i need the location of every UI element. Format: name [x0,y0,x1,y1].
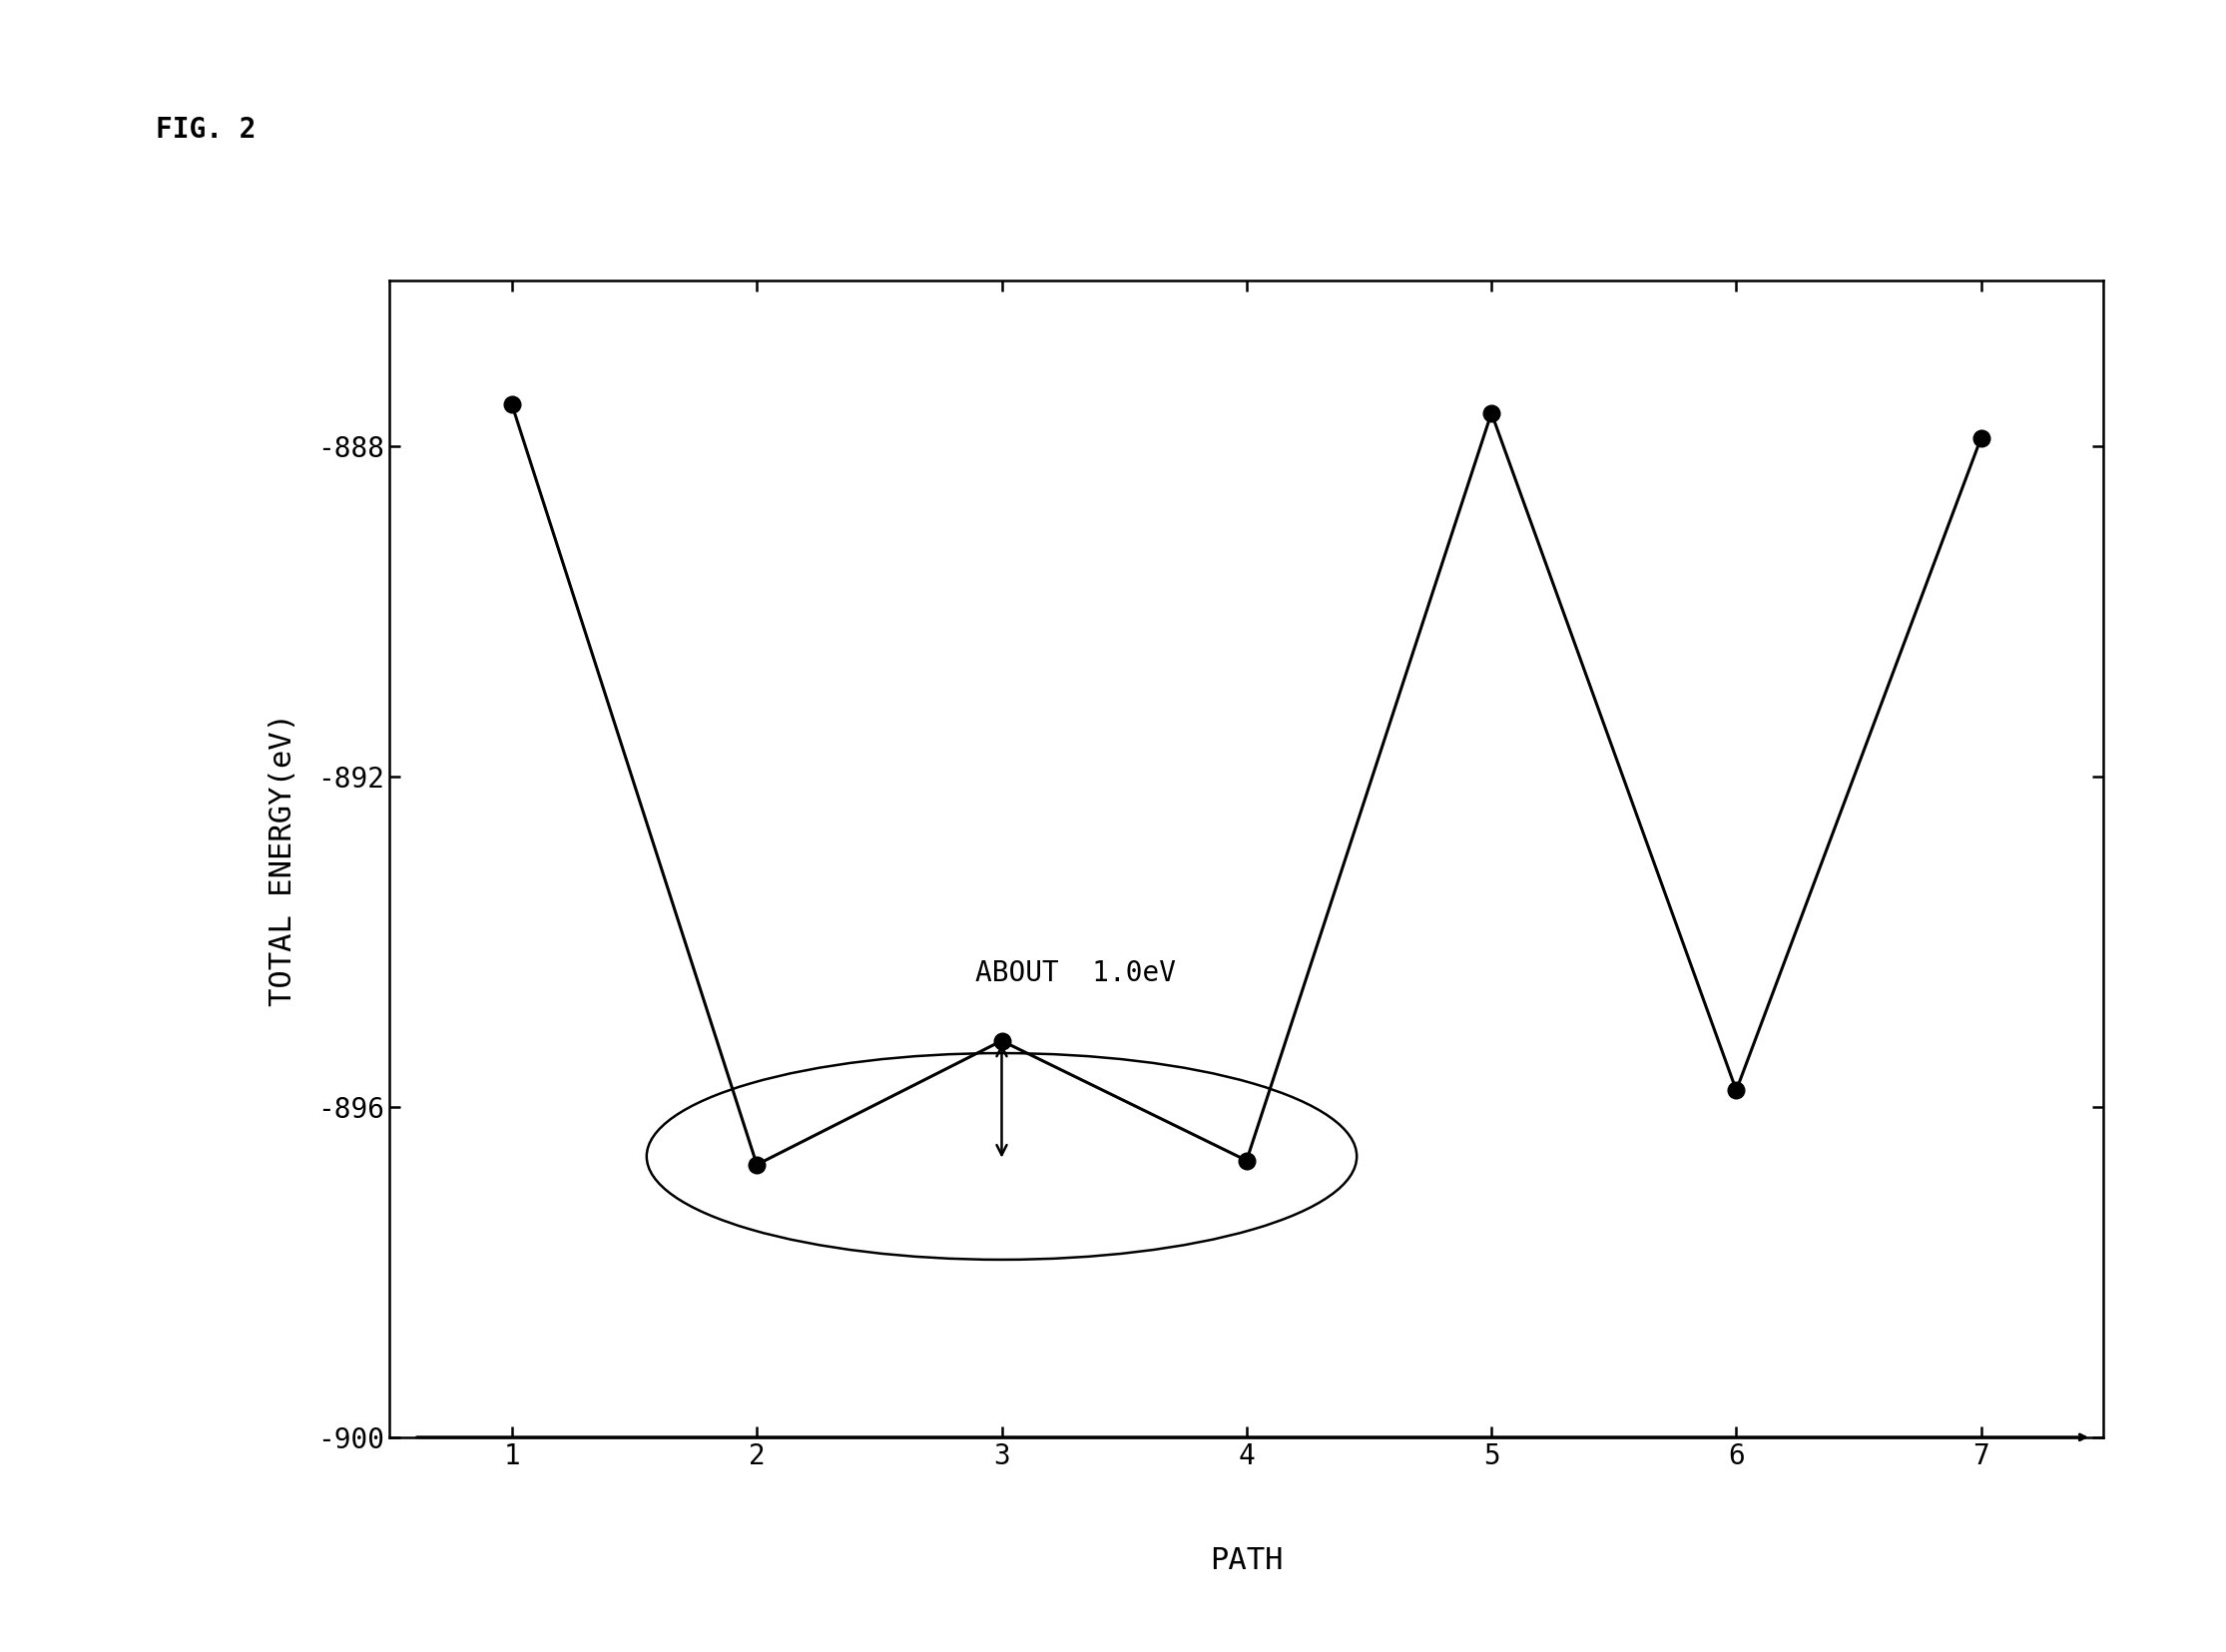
Text: FIG. 2: FIG. 2 [156,116,256,144]
Text: PATH: PATH [1211,1546,1282,1576]
Text: ABOUT  1.0eV: ABOUT 1.0eV [975,960,1175,988]
Y-axis label: TOTAL ENERGY(eV): TOTAL ENERGY(eV) [267,712,296,1006]
